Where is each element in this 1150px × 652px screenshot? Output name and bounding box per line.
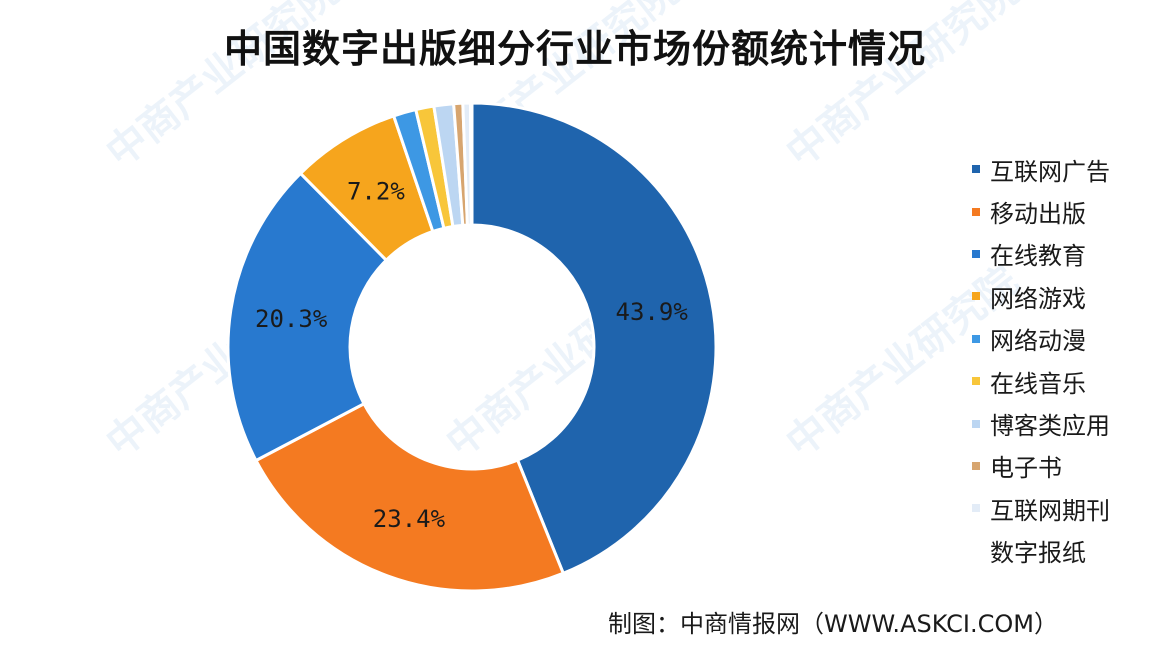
slice-9 bbox=[468, 101, 474, 227]
slice-2 bbox=[226, 171, 389, 463]
slice-label-2: 20.3% bbox=[255, 305, 328, 333]
legend-item: 在线教育 bbox=[972, 233, 1110, 275]
source-note: 制图：中商情报网（WWW.ASKCI.COM） bbox=[608, 610, 1058, 638]
legend-item: 网络游戏 bbox=[972, 275, 1110, 317]
legend-swatch bbox=[972, 292, 980, 301]
slice-1 bbox=[253, 401, 566, 593]
legend-item: 网络动漫 bbox=[972, 318, 1110, 360]
legend-label: 互联网期刊 bbox=[990, 496, 1110, 525]
slice-label-0: 43.9% bbox=[616, 298, 689, 326]
legend-swatch bbox=[972, 165, 980, 174]
legend-label: 网络游戏 bbox=[990, 284, 1086, 313]
legend-label: 网络动漫 bbox=[990, 327, 1086, 356]
legend-swatch bbox=[972, 504, 980, 513]
slice-label-3: 7.2% bbox=[347, 177, 405, 205]
legend-item: 数字报纸 bbox=[972, 530, 1110, 572]
legend-label: 在线教育 bbox=[990, 242, 1086, 271]
legend-swatch bbox=[972, 377, 980, 386]
legend-label: 数字报纸 bbox=[990, 539, 1086, 568]
legend-label: 博客类应用 bbox=[990, 412, 1110, 441]
legend-swatch bbox=[972, 419, 980, 428]
slice-label-1: 23.4% bbox=[373, 505, 446, 533]
legend-swatch bbox=[972, 334, 980, 343]
legend-swatch bbox=[972, 249, 980, 258]
legend-item: 互联网广告 bbox=[972, 148, 1110, 190]
legend-item: 在线音乐 bbox=[972, 360, 1110, 402]
legend-swatch bbox=[972, 207, 980, 216]
legend-label: 电子书 bbox=[990, 454, 1062, 483]
legend-item: 互联网期刊 bbox=[972, 487, 1110, 529]
chart-legend: 互联网广告移动出版在线教育网络游戏网络动漫在线音乐博客类应用电子书互联网期刊数字… bbox=[972, 148, 1110, 572]
slice-0 bbox=[470, 101, 718, 576]
legend-label: 移动出版 bbox=[990, 200, 1086, 229]
legend-label: 互联网广告 bbox=[990, 157, 1110, 186]
chart-title: 中国数字出版细分行业市场份额统计情况 bbox=[223, 27, 926, 71]
legend-label: 在线音乐 bbox=[990, 369, 1086, 398]
legend-item: 电子书 bbox=[972, 445, 1110, 487]
legend-swatch bbox=[972, 461, 980, 470]
legend-item: 博客类应用 bbox=[972, 402, 1110, 444]
legend-item: 移动出版 bbox=[972, 190, 1110, 232]
